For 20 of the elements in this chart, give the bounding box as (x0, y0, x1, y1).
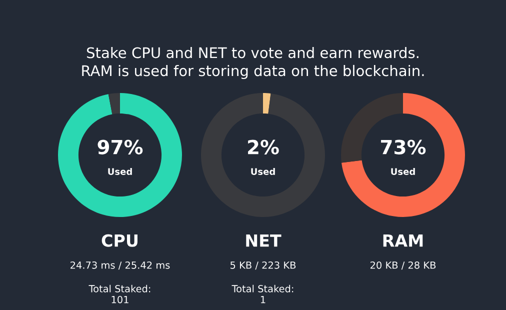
text: Stake CPU and NET to vote and earn rewards. RAM is used for storing data on the blockchain. (82, 46, 424, 80)
text: Total Staked: 1 (232, 284, 294, 304)
text: CPU (102, 234, 138, 247)
text: 24.73 ms / 25.42 ms (70, 261, 170, 270)
text: Used (391, 168, 415, 175)
data-label: 97% (98, 140, 143, 154)
data-label: 2% (248, 140, 279, 154)
data-label: 73% (381, 140, 426, 154)
text: Used (108, 168, 132, 175)
text: Total Staked: 101 (88, 284, 150, 304)
donut-slice (201, 93, 325, 217)
donut-slice (108, 93, 120, 114)
text: RAM (383, 234, 423, 247)
text: Used (251, 168, 275, 175)
donut-slice (58, 93, 182, 217)
text: NET (246, 234, 282, 247)
donut-slice (341, 93, 465, 217)
donut-slice (263, 93, 271, 114)
text: 5 KB / 223 KB (230, 261, 296, 270)
text: 20 KB / 28 KB (370, 261, 436, 270)
